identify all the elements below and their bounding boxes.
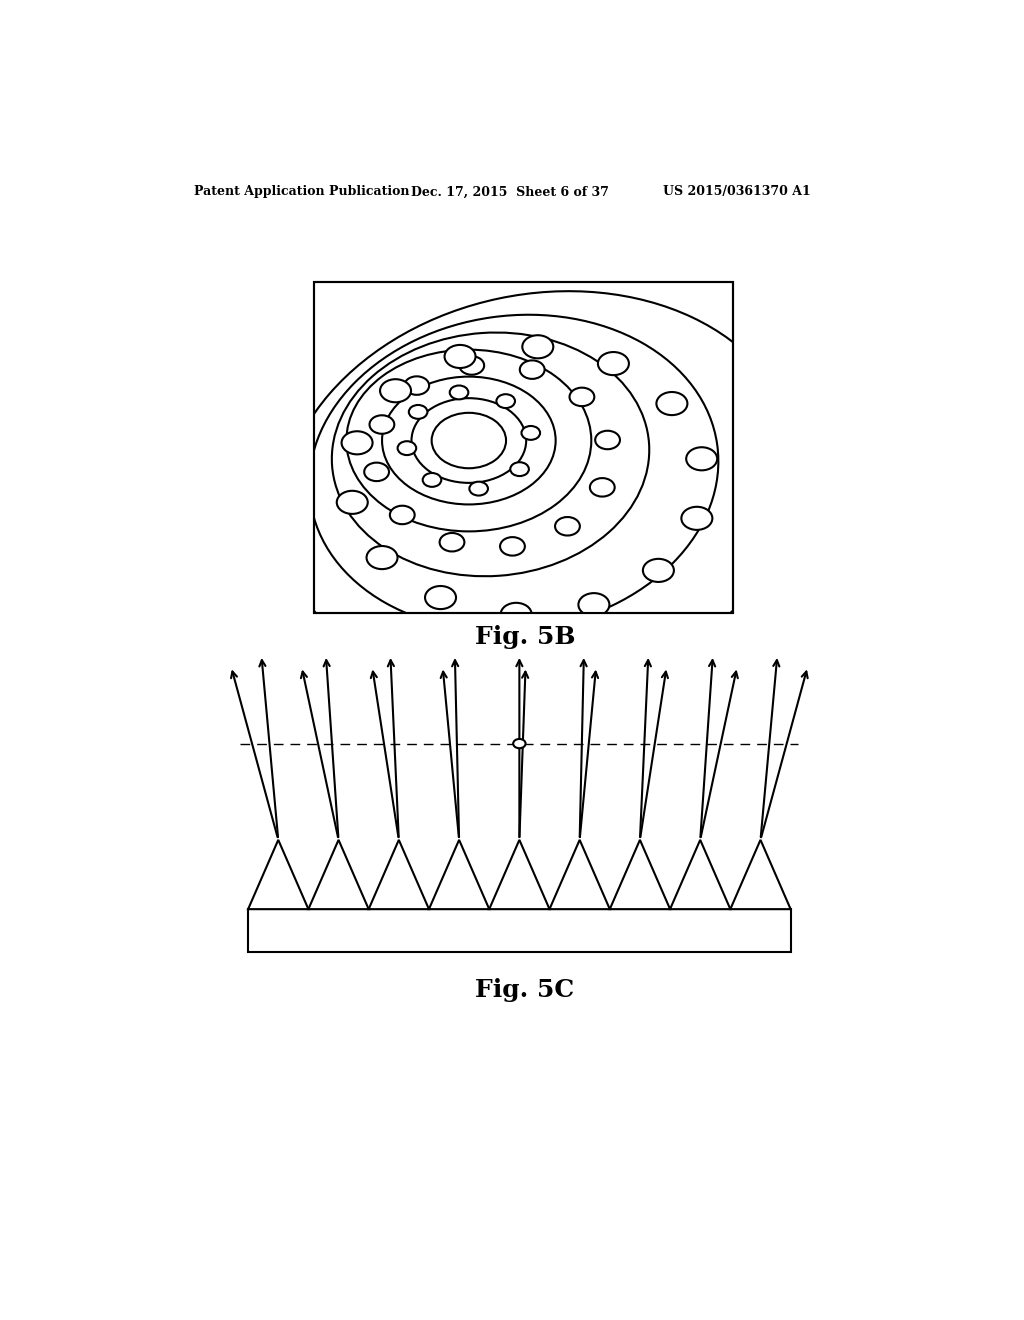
Ellipse shape bbox=[397, 441, 416, 455]
Ellipse shape bbox=[500, 537, 525, 556]
Ellipse shape bbox=[555, 517, 580, 536]
Ellipse shape bbox=[425, 586, 456, 609]
Bar bbox=[314, 281, 732, 612]
Text: Patent Application Publication: Patent Application Publication bbox=[194, 185, 410, 198]
Ellipse shape bbox=[510, 462, 528, 477]
Ellipse shape bbox=[409, 405, 427, 418]
Polygon shape bbox=[489, 840, 550, 909]
Polygon shape bbox=[609, 840, 670, 909]
Ellipse shape bbox=[579, 593, 609, 616]
Text: Dec. 17, 2015  Sheet 6 of 37: Dec. 17, 2015 Sheet 6 of 37 bbox=[411, 185, 608, 198]
Polygon shape bbox=[730, 840, 791, 909]
Ellipse shape bbox=[598, 352, 629, 375]
Polygon shape bbox=[369, 840, 429, 909]
Ellipse shape bbox=[337, 491, 368, 513]
Ellipse shape bbox=[469, 482, 488, 495]
Ellipse shape bbox=[404, 376, 429, 395]
Ellipse shape bbox=[681, 507, 713, 529]
Ellipse shape bbox=[643, 558, 674, 582]
Ellipse shape bbox=[522, 335, 553, 358]
Ellipse shape bbox=[423, 473, 441, 487]
Polygon shape bbox=[308, 840, 369, 909]
Ellipse shape bbox=[365, 462, 389, 480]
Ellipse shape bbox=[367, 546, 397, 569]
Ellipse shape bbox=[460, 356, 484, 375]
Ellipse shape bbox=[595, 430, 620, 449]
Ellipse shape bbox=[656, 392, 687, 414]
Ellipse shape bbox=[439, 533, 465, 552]
Ellipse shape bbox=[444, 345, 475, 368]
Ellipse shape bbox=[370, 416, 394, 434]
Ellipse shape bbox=[390, 506, 415, 524]
Ellipse shape bbox=[686, 447, 717, 470]
Polygon shape bbox=[550, 840, 609, 909]
Ellipse shape bbox=[497, 395, 515, 408]
Ellipse shape bbox=[513, 739, 525, 748]
Polygon shape bbox=[670, 840, 730, 909]
Bar bbox=[248, 909, 791, 952]
Polygon shape bbox=[248, 840, 308, 909]
Ellipse shape bbox=[520, 360, 545, 379]
Bar bbox=[314, 281, 732, 612]
Ellipse shape bbox=[501, 603, 531, 626]
Polygon shape bbox=[429, 840, 489, 909]
Ellipse shape bbox=[450, 385, 468, 400]
Ellipse shape bbox=[380, 379, 411, 403]
Text: Fig. 5B: Fig. 5B bbox=[474, 626, 575, 649]
Bar bbox=[314, 281, 732, 612]
Ellipse shape bbox=[521, 426, 540, 440]
Text: US 2015/0361370 A1: US 2015/0361370 A1 bbox=[663, 185, 811, 198]
Text: Fig. 5C: Fig. 5C bbox=[475, 978, 574, 1002]
Ellipse shape bbox=[569, 388, 594, 407]
Ellipse shape bbox=[342, 432, 373, 454]
Ellipse shape bbox=[590, 478, 614, 496]
